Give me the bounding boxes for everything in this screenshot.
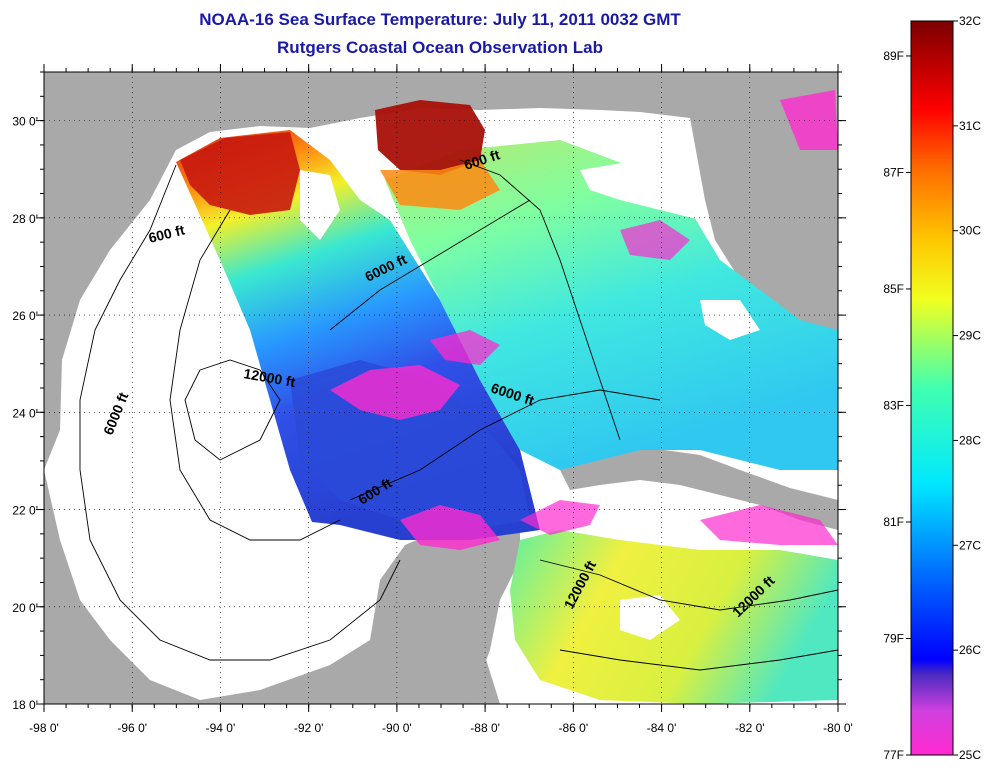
map-title: NOAA-16 Sea Surface Temperature: July 11… [199,10,681,29]
warm-coast-patch [380,160,500,210]
lat-tick-label: 22 0' [12,504,38,518]
fahrenheit-label: 87F [883,165,904,179]
lon-tick-label: -98 0' [29,721,59,735]
bathymetry-contours [79,159,838,671]
lon-tick-label: -92 0' [294,721,324,735]
lat-tick-label: 20 0' [12,601,38,615]
lon-tick-label: -82 0' [735,721,765,735]
lat-tick-label: 26 0' [12,309,38,323]
lon-tick-label: -90 0' [382,721,412,735]
lon-tick-label: -88 0' [470,721,500,735]
cold-patch [330,365,460,420]
celsius-label: 28C [959,433,981,447]
lon-tick-label: -80 0' [823,721,853,735]
celsius-label: 26C [959,643,981,657]
lon-tick-label: -94 0' [206,721,236,735]
cold-patch [620,220,690,260]
cloud-gap [700,300,760,340]
celsius-label: 30C [959,224,981,238]
map-area [44,72,838,704]
map-axes: -98 0' -96 0' -94 0' -92 0' -90 0' -88 0' -86 … [12,64,853,735]
warm-coast-patch [180,132,300,215]
cold-patch [780,90,838,150]
colorbar [910,20,954,756]
celsius-label: 31C [959,119,981,133]
lat-tick-label: 18 0' [12,698,38,712]
celsius-label: 25C [959,748,981,762]
cold-patch [700,505,838,545]
fahrenheit-label: 77F [883,748,904,762]
lat-tick-label: 30 0' [12,115,38,129]
lat-tick-label: 28 0' [12,212,38,226]
cuba-land [560,448,838,530]
warm-coast-patch [375,100,485,175]
celsius-label: 32C [959,14,981,28]
cloud-gap [300,170,340,240]
lat-tick-label: 24 0' [12,406,38,420]
fahrenheit-label: 81F [883,515,904,529]
lon-tick-label: -86 0' [559,721,589,735]
map-subtitle: Rutgers Coastal Ocean Observation Lab [277,38,603,57]
sst-swath-east [385,140,838,470]
florida-land [700,118,828,355]
yucatan-land [370,500,520,704]
lon-tick-label: -96 0' [117,721,147,735]
colorbar-scale: 32C 31C 30C 29C 28C 27C 26C 25C 89F 87F 85F 83F 81F 7… [883,14,981,762]
fahrenheit-label: 85F [883,282,904,296]
cold-patch [430,330,500,365]
cloud-gap [620,595,680,640]
cold-patch [520,500,600,535]
celsius-label: 27C [959,538,981,552]
fahrenheit-label: 83F [883,398,904,412]
fahrenheit-label: 89F [883,49,904,63]
fahrenheit-label: 79F [883,631,904,645]
celsius-label: 29C [959,329,981,343]
cold-patch [400,505,500,550]
lon-tick-label: -84 0' [647,721,677,735]
cloud-gap [580,160,700,220]
